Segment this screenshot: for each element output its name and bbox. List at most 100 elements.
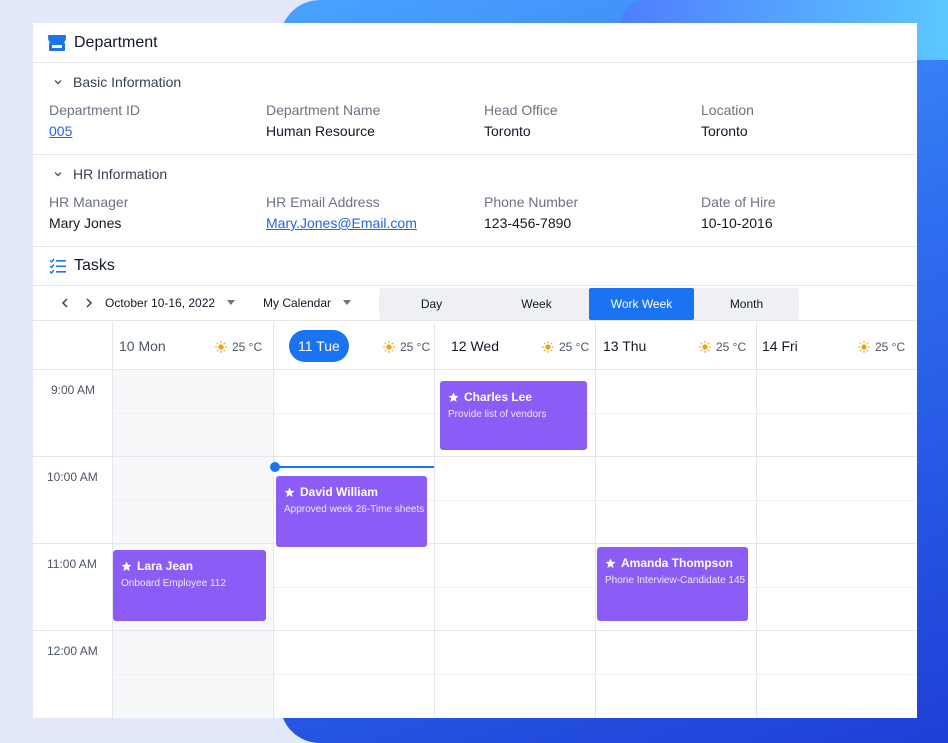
- event-card[interactable]: Amanda Thompson Phone Interview-Candidat…: [597, 547, 748, 621]
- weather: 25 °C: [542, 340, 589, 354]
- event-card[interactable]: Charles Lee Provide list of vendors: [440, 381, 587, 450]
- view-day-button[interactable]: Day: [420, 297, 443, 311]
- event-subtitle: Phone Interview-Candidate 145: [605, 575, 746, 586]
- day-header[interactable]: 12 Wed 25 °C: [435, 322, 595, 370]
- time-label: 9:00 AM: [51, 383, 96, 397]
- hr-info-fields: HR Manager Mary Jones HR Email Address M…: [33, 193, 917, 246]
- weather: 25 °C: [215, 340, 262, 354]
- store-icon: [48, 34, 66, 51]
- hr-email-link[interactable]: Mary.Jones@Email.com: [266, 215, 417, 231]
- department-card: Department Basic Information Department …: [33, 23, 917, 718]
- day-label: 10 Mon: [119, 338, 166, 354]
- day-header-row: 10 Mon 25 °C 11 Tue 25 °C 12 Wed 25 °C 1…: [33, 322, 917, 370]
- basic-info-fields: Department ID 005 Department Name Human …: [33, 101, 917, 154]
- chevron-down-icon: [54, 172, 62, 177]
- chevron-right-icon[interactable]: [83, 296, 95, 310]
- field-label: HR Email Address: [266, 194, 380, 210]
- star-icon: [121, 560, 132, 571]
- sun-icon: [542, 341, 554, 353]
- field-value: Human Resource: [266, 123, 375, 139]
- event-title-row: Amanda Thompson: [605, 556, 740, 570]
- view-work-week-button[interactable]: Work Week: [589, 288, 694, 320]
- event-title: David William: [300, 485, 378, 499]
- event-subtitle: Onboard Employee 112: [121, 578, 226, 589]
- temperature: 25 °C: [400, 340, 431, 354]
- caret-down-icon[interactable]: [227, 300, 235, 306]
- current-time-dot: [270, 462, 280, 472]
- field-label: HR Manager: [49, 194, 129, 210]
- section-divider: [33, 154, 917, 155]
- half-hour-line: [112, 500, 917, 501]
- sun-icon: [699, 341, 711, 353]
- field-label: Head Office: [484, 102, 558, 118]
- half-hour-line: [112, 587, 917, 588]
- field-department-id: Department ID 005: [49, 101, 266, 154]
- field-value: 10-10-2016: [701, 215, 773, 231]
- date-range-picker[interactable]: October 10-16, 2022: [105, 296, 216, 310]
- hour-line: [33, 543, 917, 544]
- basic-info-toggle[interactable]: Basic Information: [33, 63, 917, 101]
- field-label: Phone Number: [484, 194, 579, 210]
- view-week-button[interactable]: Week: [521, 297, 552, 311]
- event-subtitle: Provide list of vendors: [448, 409, 547, 420]
- calendar-selector[interactable]: My Calendar: [263, 296, 332, 310]
- field-value: Mary Jones: [49, 215, 122, 231]
- day-label-today: 11 Tue: [289, 330, 349, 362]
- chevron-down-icon: [54, 80, 62, 85]
- field-label: Location: [701, 102, 754, 118]
- field-head-office: Head Office Toronto: [484, 101, 701, 154]
- basic-info-title: Basic Information: [73, 74, 182, 90]
- hour-line: [33, 456, 917, 457]
- chevron-left-icon[interactable]: [59, 296, 71, 310]
- scheduler-grid[interactable]: 9:00 AM 10:00 AM 11:00 AM 12:00 AM Charl…: [33, 322, 917, 718]
- event-card[interactable]: David William Approved week 26-Time shee…: [276, 476, 427, 547]
- weather: 25 °C: [383, 340, 430, 354]
- column-line: [112, 322, 113, 718]
- temperature: 25 °C: [232, 340, 263, 354]
- day-header[interactable]: 10 Mon 25 °C: [113, 322, 273, 370]
- view-switcher: Day Week Work Week Month: [379, 288, 799, 320]
- field-label: Department ID: [49, 102, 141, 118]
- event-title: Amanda Thompson: [621, 556, 734, 570]
- event-card[interactable]: Lara Jean Onboard Employee 112: [113, 550, 266, 621]
- field-department-name: Department Name Human Resource: [266, 101, 484, 154]
- event-title-row: Lara Jean: [121, 559, 258, 573]
- field-value: Toronto: [701, 123, 748, 139]
- field-hr-manager: HR Manager Mary Jones: [49, 193, 266, 246]
- temperature: 25 °C: [716, 340, 747, 354]
- weather: 25 °C: [858, 340, 905, 354]
- column-line: [756, 322, 757, 718]
- tasks-title: Tasks: [74, 257, 115, 274]
- event-title: Charles Lee: [464, 390, 533, 404]
- field-phone-number: Phone Number 123-456-7890: [484, 193, 701, 246]
- field-value: Toronto: [484, 123, 531, 139]
- department-id-link[interactable]: 005: [49, 123, 73, 139]
- department-header: Department: [33, 23, 917, 63]
- sun-icon: [383, 341, 395, 353]
- task-list-icon: [49, 258, 66, 274]
- day-label: 12 Wed: [451, 338, 499, 354]
- sun-icon: [858, 341, 870, 353]
- field-value: 123-456-7890: [484, 215, 572, 231]
- column-line: [434, 322, 435, 718]
- view-month-button[interactable]: Month: [729, 297, 764, 311]
- day-header[interactable]: 14 Fri 25 °C: [757, 322, 917, 370]
- event-title-row: Charles Lee: [448, 390, 579, 404]
- caret-down-icon[interactable]: [343, 300, 351, 306]
- hr-info-title: HR Information: [73, 166, 168, 182]
- field-label: Department Name: [266, 102, 381, 118]
- star-icon: [605, 557, 616, 568]
- scheduler-toolbar: October 10-16, 2022 My Calendar Day Week…: [33, 286, 917, 321]
- hr-info-toggle[interactable]: HR Information: [33, 155, 917, 193]
- field-hr-email: HR Email Address Mary.Jones@Email.com: [266, 193, 484, 246]
- temperature: 25 °C: [875, 340, 906, 354]
- tasks-header: Tasks: [33, 246, 917, 286]
- day-header[interactable]: 11 Tue 25 °C: [274, 322, 434, 370]
- event-subtitle: Approved week 26-Time sheets: [284, 504, 425, 515]
- field-label: Date of Hire: [701, 194, 776, 210]
- time-label: 11:00 AM: [47, 557, 97, 571]
- column-line: [273, 322, 274, 718]
- field-date-of-hire: Date of Hire 10-10-2016: [701, 193, 917, 246]
- day-header[interactable]: 13 Thu 25 °C: [596, 322, 756, 370]
- star-icon: [448, 391, 459, 402]
